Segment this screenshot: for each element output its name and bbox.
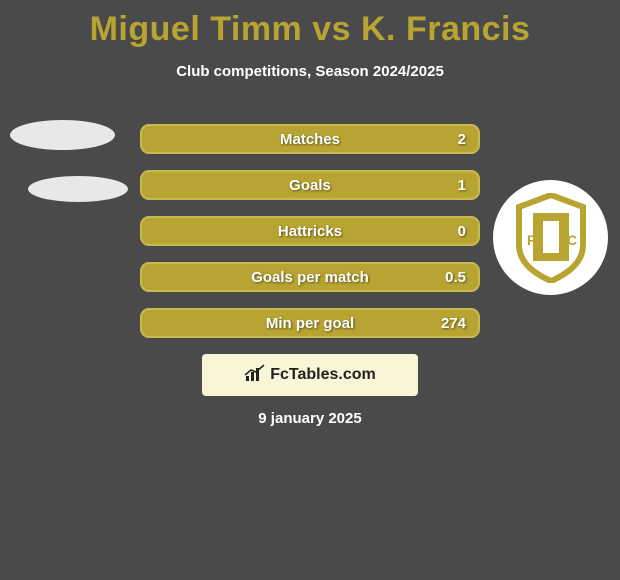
crest-icon: F C [509,193,593,283]
badge-circle: F C [493,180,608,295]
logo-text: FcTables.com [270,366,376,384]
stat-value: 274 [441,315,466,332]
svg-text:C: C [567,232,577,248]
stat-label: Matches [280,131,340,148]
stat-bars: Matches 2 Goals 1 Hattricks 0 Goals per … [140,124,480,354]
stat-value: 1 [458,177,466,194]
subtitle: Club competitions, Season 2024/2025 [0,63,620,80]
placeholder-oval [28,176,128,202]
chart-icon [244,364,266,387]
stat-value: 0.5 [445,269,466,286]
stat-bar-hattricks: Hattricks 0 [140,216,480,246]
source-logo[interactable]: FcTables.com [202,354,418,396]
stat-bar-goals: Goals 1 [140,170,480,200]
stat-label: Hattricks [278,223,342,240]
stat-bar-matches: Matches 2 [140,124,480,154]
page-title: Miguel Timm vs K. Francis [0,0,620,49]
stat-label: Min per goal [266,315,354,332]
club-badge: F C [493,180,608,295]
stat-label: Goals [289,177,331,194]
stat-label: Goals per match [251,269,369,286]
left-placeholder-shapes [10,120,128,202]
stat-bar-min-per-goal: Min per goal 274 [140,308,480,338]
stat-bar-goals-per-match: Goals per match 0.5 [140,262,480,292]
stat-value: 2 [458,131,466,148]
svg-text:F: F [527,232,536,248]
date-text: 9 january 2025 [0,410,620,427]
placeholder-oval [10,120,115,150]
stat-value: 0 [458,223,466,240]
